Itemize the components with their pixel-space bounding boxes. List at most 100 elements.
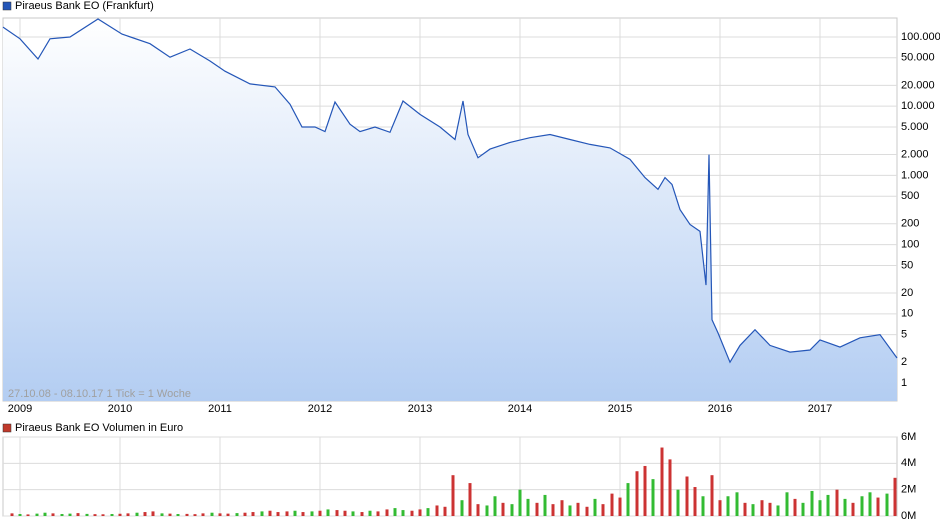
volume-bar: [493, 496, 497, 516]
volume-bar: [743, 502, 747, 516]
volume-bar: [76, 513, 80, 516]
volume-bar: [260, 511, 264, 516]
volume-bar: [26, 514, 30, 516]
volume-bar: [68, 513, 72, 516]
volume-bar: [776, 505, 780, 516]
volume-bar: [810, 490, 814, 516]
y-tick-label: 1.000: [901, 169, 929, 181]
volume-bar: [168, 513, 172, 516]
volume-bar: [460, 500, 464, 516]
y-tick-label: 6M: [901, 431, 916, 443]
volume-bar: [251, 512, 255, 516]
volume-bar: [301, 512, 305, 516]
volume-bar: [226, 513, 230, 516]
volume-bar: [451, 475, 455, 516]
volume-bar: [418, 509, 422, 516]
volume-bar: [385, 509, 389, 516]
volume-bar: [118, 513, 122, 516]
volume-bar: [876, 497, 880, 516]
volume-bar: [868, 492, 872, 516]
y-tick-label: 0M: [901, 510, 916, 522]
y-tick-label: 4M: [901, 457, 916, 469]
volume-bar: [293, 510, 297, 516]
volume-bar: [35, 513, 39, 516]
y-tick-label: 5.000: [901, 121, 929, 133]
volume-bar: [718, 500, 722, 516]
volume-bar: [585, 506, 589, 516]
volume-bar: [535, 502, 539, 516]
volume-bar: [851, 502, 855, 516]
volume-bar: [18, 514, 22, 516]
volume-bar: [826, 494, 830, 516]
x-tick-label: 2010: [108, 403, 132, 415]
volume-bar: [885, 493, 889, 516]
y-tick-label: 50.000: [901, 52, 935, 64]
volume-bar: [276, 512, 280, 516]
y-tick-label: 100.000: [901, 31, 940, 43]
volume-bar: [335, 510, 339, 516]
volume-bar: [576, 502, 580, 516]
volume-bar: [751, 504, 755, 516]
x-tick-label: 2011: [208, 403, 232, 415]
volume-bar: [626, 483, 630, 516]
volume-bar: [326, 509, 330, 516]
y-tick-label: 500: [901, 190, 919, 202]
volume-bar: [268, 510, 272, 516]
volume-bar: [51, 513, 55, 516]
volume-bar: [210, 512, 214, 516]
volume-bar: [143, 512, 147, 516]
volume-bar: [235, 513, 239, 516]
x-tick-label: 2016: [708, 403, 732, 415]
volume-bar: [310, 511, 314, 516]
volume-bar: [285, 511, 289, 516]
volume-bar: [710, 475, 714, 516]
volume-bar: [218, 513, 222, 516]
y-tick-label: 2: [901, 356, 907, 368]
volume-bar: [160, 513, 164, 516]
volume-bar: [601, 504, 605, 516]
volume-bar: [543, 494, 547, 516]
volume-bar: [760, 500, 764, 516]
volume-bar: [693, 487, 697, 516]
volume-bar: [785, 492, 789, 516]
volume-bar: [635, 471, 639, 516]
volume-bar: [501, 502, 505, 516]
y-tick-label: 20: [901, 287, 913, 299]
volume-bar: [368, 510, 372, 516]
volume-bar: [485, 505, 489, 516]
volume-bar: [526, 498, 530, 516]
volume-bar: [510, 504, 514, 516]
volume-bar: [426, 508, 430, 516]
volume-bar: [243, 512, 247, 516]
volume-bar: [410, 510, 414, 516]
volume-bar: [668, 459, 672, 516]
volume-bar: [660, 447, 664, 516]
volume-bar: [476, 504, 480, 516]
volume-bar: [351, 511, 355, 516]
volume-bar: [643, 465, 647, 516]
volume-bar: [43, 512, 47, 516]
volume-bar: [768, 502, 772, 516]
range-note: 27.10.08 - 08.10.17 1 Tick = 1 Woche: [8, 388, 191, 400]
volume-bar: [376, 511, 380, 516]
x-tick-label: 2017: [808, 403, 832, 415]
volume-bar: [60, 514, 64, 516]
y-tick-label: 10.000: [901, 100, 935, 112]
volume-bar: [618, 497, 622, 516]
volume-bar: [801, 502, 805, 516]
volume-bar: [435, 505, 439, 516]
volume-bar: [835, 489, 839, 516]
volume-bar: [860, 496, 864, 516]
x-tick-label: 2014: [508, 403, 532, 415]
volume-bar: [685, 476, 689, 516]
volume-bar: [93, 514, 97, 516]
legend-swatch: [2, 423, 12, 433]
volume-bar: [151, 511, 155, 516]
volume-bar: [360, 512, 364, 516]
volume-bar: [701, 496, 705, 516]
volume-bar: [593, 498, 597, 516]
volume-bar: [10, 513, 14, 516]
y-tick-label: 5: [901, 329, 907, 341]
area: [3, 19, 897, 401]
legend-label: Piraeus Bank EO (Frankfurt): [15, 0, 154, 12]
